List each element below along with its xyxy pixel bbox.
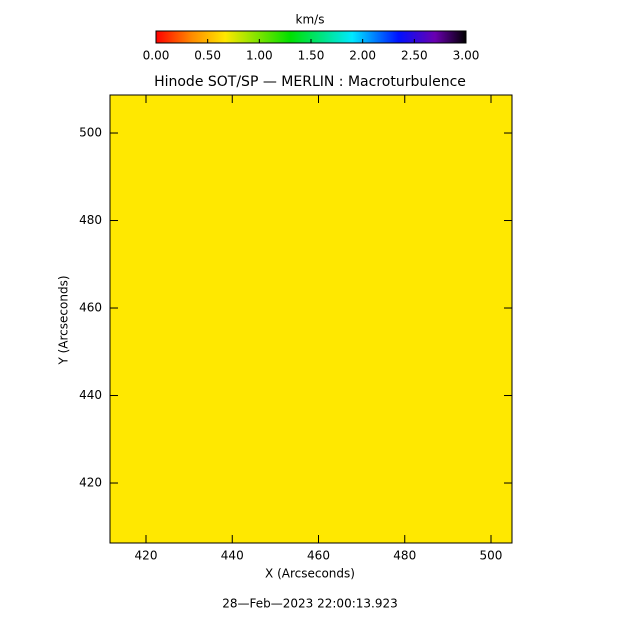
colorbar-tick-label: 1.00 bbox=[246, 49, 273, 63]
heatmap-cell bbox=[110, 95, 512, 543]
y-tick-label: 440 bbox=[79, 388, 102, 402]
x-tick-label: 420 bbox=[135, 549, 158, 563]
colorbar-tick-label: 3.00 bbox=[453, 49, 480, 63]
colorbar-tick-label: 1.50 bbox=[298, 49, 325, 63]
annotation: 28—Feb—2023 22:00:13.923 bbox=[222, 597, 397, 611]
x-tick-label: 460 bbox=[307, 549, 330, 563]
y-tick-label: 460 bbox=[79, 301, 102, 315]
y-tick-label: 420 bbox=[79, 476, 102, 490]
y-tick-label: 500 bbox=[79, 126, 102, 140]
x-axis-label: X (Arcseconds) bbox=[265, 567, 355, 581]
chart-title: Hinode SOT/SP — MERLIN : Macroturbulence bbox=[154, 74, 466, 90]
x-tick-label: 500 bbox=[480, 549, 503, 563]
x-tick-label: 440 bbox=[221, 549, 244, 563]
plot-frame bbox=[109, 94, 513, 544]
colorbar-tick-label: 2.00 bbox=[349, 49, 376, 63]
y-axis-label: Y (Arcseconds) bbox=[57, 275, 71, 365]
colorbar-label: km/s bbox=[296, 13, 325, 27]
y-tick-label: 480 bbox=[79, 213, 102, 227]
x-tick-label: 480 bbox=[393, 549, 416, 563]
colorbar-tick-label: 0.50 bbox=[194, 49, 221, 63]
colorbar-tick-label: 0.00 bbox=[143, 49, 170, 63]
colorbar-tick-label: 2.50 bbox=[401, 49, 428, 63]
